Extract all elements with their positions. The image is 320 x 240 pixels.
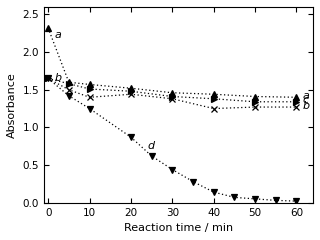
Text: b: b: [303, 101, 310, 111]
Text: d: d: [148, 141, 155, 151]
Text: a: a: [303, 91, 309, 101]
Text: b: b: [54, 73, 61, 83]
Y-axis label: Absorbance: Absorbance: [7, 72, 17, 138]
Text: a: a: [54, 30, 61, 40]
Text: c: c: [303, 95, 309, 105]
X-axis label: Reaction time / min: Reaction time / min: [124, 223, 233, 233]
